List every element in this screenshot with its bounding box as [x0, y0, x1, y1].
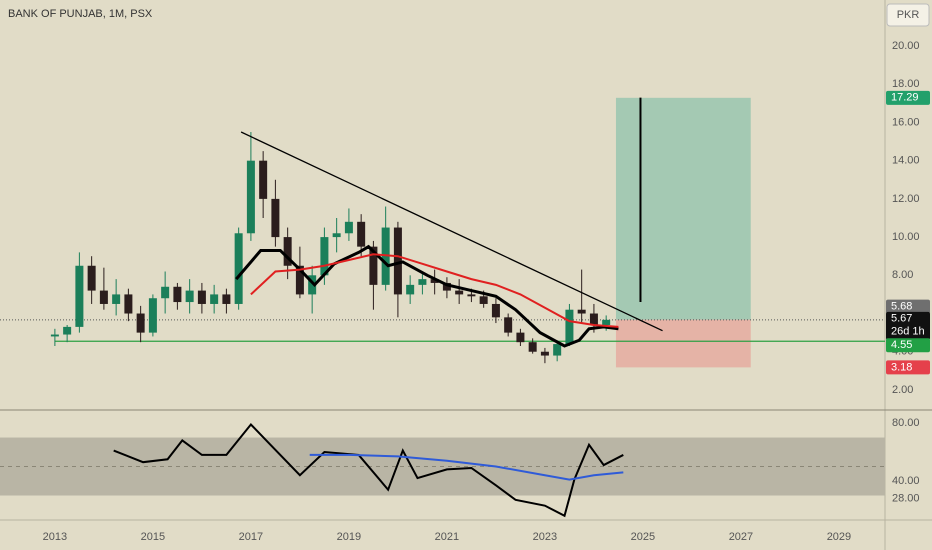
y-tick-label: 28.00	[892, 492, 920, 504]
price-badge	[886, 360, 930, 375]
x-tick-label: 2019	[337, 531, 361, 543]
candle-body	[565, 309, 574, 345]
candle-body	[491, 303, 500, 318]
candle-body	[87, 265, 96, 291]
candle-body	[234, 233, 243, 304]
countdown-label: 26d 1h	[891, 326, 925, 338]
entry-label: 5.68	[891, 301, 912, 313]
candle-body	[136, 313, 145, 333]
y-tick-label: 10.00	[892, 231, 920, 243]
candle-body	[185, 290, 194, 303]
target-zone	[615, 97, 751, 320]
candle-body	[75, 265, 84, 327]
candle-body	[50, 334, 59, 337]
candle-body	[271, 198, 280, 238]
candle-body	[161, 286, 170, 299]
last-price-label: 5.67	[891, 313, 912, 325]
candle-body	[320, 237, 329, 276]
price-badge	[886, 338, 930, 353]
last-price-badge	[886, 311, 930, 340]
candle-body	[602, 319, 611, 325]
candle-body	[467, 294, 476, 297]
x-tick-label: 2013	[43, 531, 67, 543]
currency-box[interactable]	[886, 3, 930, 27]
x-tick-label: 2017	[239, 531, 263, 543]
y-tick-label: 20.00	[892, 40, 920, 52]
candle-body	[112, 294, 121, 304]
candle-body	[528, 342, 537, 352]
y-tick-label: 14.00	[892, 155, 920, 167]
x-tick-label: 2029	[827, 531, 851, 543]
candle-body	[259, 160, 268, 199]
line-series	[235, 244, 619, 348]
candle-body	[577, 309, 586, 314]
stop-zone	[615, 319, 751, 368]
candle-body	[393, 227, 402, 295]
candle-body	[344, 221, 353, 234]
candle-body	[589, 313, 598, 325]
y-tick-label: 8.00	[892, 269, 913, 281]
candle-body	[295, 265, 304, 295]
line-series	[309, 453, 624, 481]
candle-body	[357, 221, 366, 247]
target-label: 17.29	[891, 92, 919, 104]
candle-body	[516, 332, 525, 343]
candle-body	[222, 294, 231, 304]
candle-body	[504, 317, 513, 333]
y-tick-label: 80.00	[892, 417, 920, 429]
candle-body	[173, 286, 182, 303]
candle-body	[283, 237, 292, 266]
candle-body	[442, 282, 451, 291]
currency: PKR	[897, 9, 920, 21]
x-tick-label: 2025	[631, 531, 655, 543]
price-badge	[886, 299, 930, 314]
candle-body	[246, 160, 255, 234]
candle-body	[99, 290, 108, 304]
y-tick-label: 2.00	[892, 384, 913, 396]
trendline	[240, 131, 663, 332]
candle-body	[308, 275, 317, 295]
candle-body	[430, 279, 439, 283]
candle-body	[479, 296, 488, 304]
line-series	[250, 253, 619, 328]
candle-body	[455, 290, 464, 295]
candle-body	[369, 246, 378, 285]
x-tick-label: 2023	[533, 531, 557, 543]
candle-body	[63, 326, 72, 335]
candle-body	[210, 294, 219, 304]
candle-body	[148, 298, 157, 333]
candle-body	[540, 351, 549, 356]
candle-body	[553, 344, 562, 356]
line-series	[113, 422, 624, 518]
x-tick-label: 2027	[729, 531, 753, 543]
y-tick-label: 12.00	[892, 193, 920, 205]
support-label: 4.55	[891, 339, 912, 351]
x-tick-label: 2021	[435, 531, 459, 543]
candle-body	[124, 294, 133, 314]
stop-label: 3.18	[891, 361, 912, 373]
candle-body	[197, 290, 206, 304]
candle-body	[332, 233, 341, 238]
candle-body	[406, 284, 415, 295]
candle-body	[418, 279, 427, 285]
y-tick-label: 16.00	[892, 116, 920, 128]
y-tick-label: 40.00	[892, 475, 920, 487]
x-tick-label: 2015	[141, 531, 165, 543]
chart-title: BANK OF PUNJAB, 1M, PSX	[8, 8, 153, 20]
price-badge	[886, 90, 930, 105]
y-tick-label: 18.00	[892, 78, 920, 90]
